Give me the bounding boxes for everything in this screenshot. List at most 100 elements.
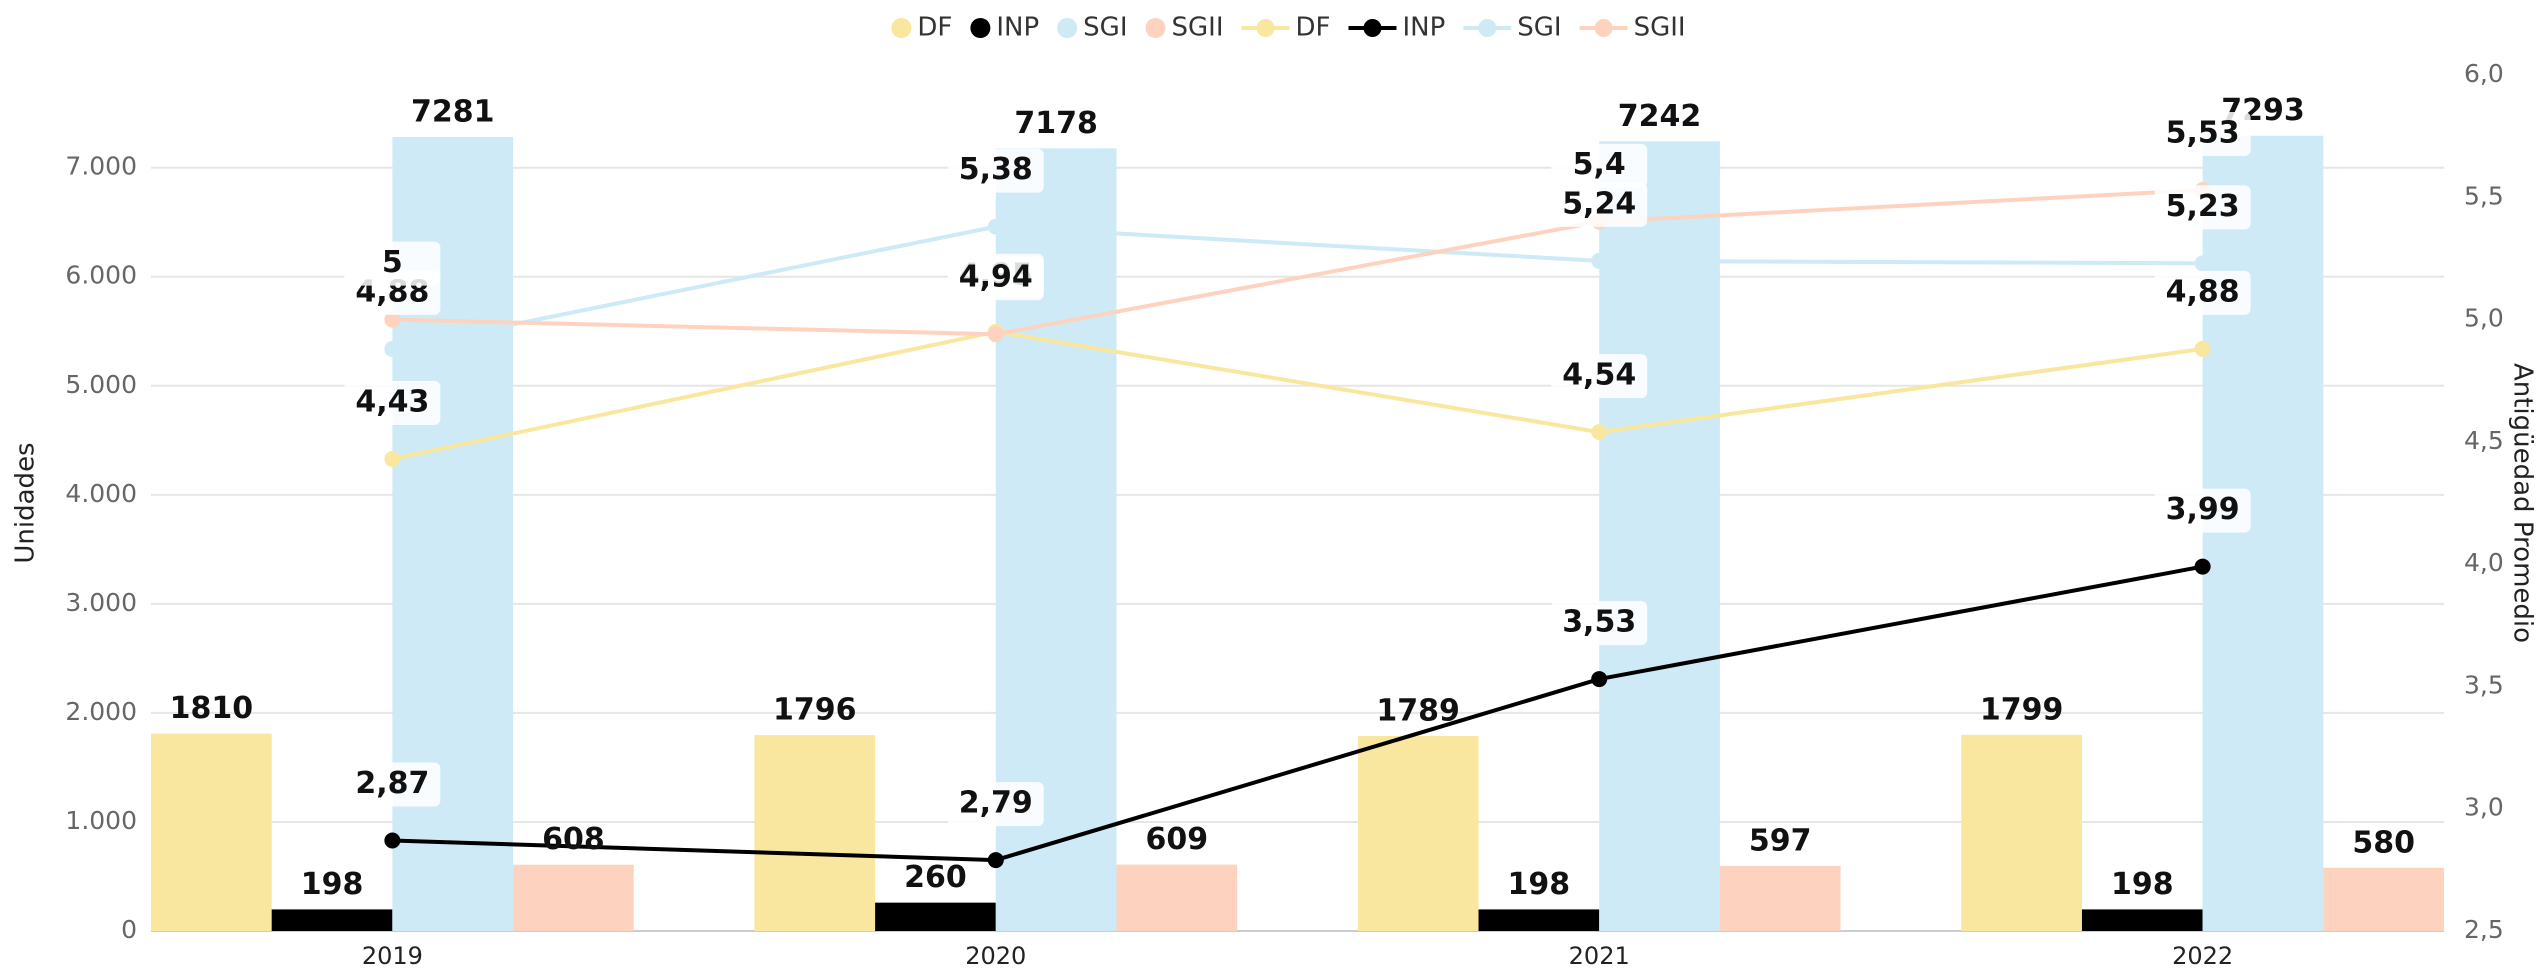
line-label-box (1551, 601, 1648, 646)
bar (1478, 909, 1600, 931)
bar (754, 735, 876, 931)
line-label-box (344, 762, 441, 807)
legend-marker (1256, 19, 1275, 37)
line-point (384, 340, 401, 357)
line-label-box (1551, 143, 1648, 188)
x-tick-label: 2019 (362, 942, 423, 968)
line-label: 2,87 (355, 766, 429, 801)
line-point (987, 326, 1004, 343)
bar (151, 733, 272, 931)
bar (513, 864, 634, 931)
legend-marker (1057, 18, 1078, 38)
y2-tick-label: 3,5 (2464, 670, 2504, 699)
legend-label: SGI (1517, 13, 1561, 43)
bar-label: 1796 (773, 693, 857, 728)
line-label: 5,38 (959, 152, 1033, 187)
legend-label: DF (917, 13, 952, 43)
line-label: 5,53 (2166, 115, 2240, 150)
y-tick-label: 3.000 (65, 588, 137, 617)
line-label-box (344, 380, 441, 425)
bar (1357, 735, 1479, 931)
line-label-box (1551, 182, 1648, 227)
line-label-box (2154, 185, 2251, 230)
line-point (1591, 671, 1608, 688)
line-label: 4,88 (2166, 274, 2240, 309)
y-tick-label: 0 (121, 915, 137, 944)
line-label: 5 (382, 245, 403, 280)
line-label: 4,94 (959, 260, 1033, 295)
legend-marker (1145, 18, 1166, 38)
bar-label: 260 (904, 860, 967, 895)
line-point (2194, 558, 2211, 575)
legend-label: INP (996, 13, 1039, 43)
line-label-box (947, 148, 1044, 193)
line-label-box (2154, 488, 2251, 533)
y2-axis-label: Antigüedad Promedio (2508, 363, 2538, 643)
line-label: 4,43 (355, 384, 429, 419)
bar-label: 580 (2352, 825, 2415, 860)
bars (151, 135, 2444, 932)
bar (875, 902, 996, 931)
bar (2323, 867, 2444, 931)
line-label-box (947, 256, 1044, 301)
bar-label: 198 (301, 867, 364, 902)
bar (1599, 141, 1720, 932)
line-point (2194, 255, 2211, 272)
line-label-box (1551, 354, 1648, 399)
legend-label: INP (1402, 13, 1445, 43)
legend-label: SGII (1172, 13, 1224, 43)
labels: 0 1.000 2.000 3.000 4.000 5.000 6.000 7.000 2,5 3… (65, 59, 2503, 968)
bar-label: 1789 (1376, 693, 1460, 728)
line-point (384, 450, 401, 467)
bar (1719, 865, 1841, 931)
line (391, 329, 2203, 461)
grid (151, 166, 2444, 932)
legend: DF INP SGI SGII DF INP SGI SGII (891, 13, 1686, 43)
legend-marker (1478, 19, 1497, 37)
line-label: 2,79 (959, 786, 1033, 821)
legend-label: SGII (1634, 13, 1686, 43)
line-point (384, 832, 401, 849)
x-tick-label: 2021 (1569, 942, 1630, 968)
line-point (384, 311, 401, 328)
line-label: 4,54 (1562, 358, 1636, 393)
legend-label: SGI (1083, 13, 1127, 43)
y2-tick-label: 5,0 (2464, 304, 2504, 333)
bar (1961, 734, 2082, 931)
lines (384, 181, 2211, 869)
y-tick-label: 5.000 (65, 370, 137, 399)
y2-tick-label: 6,0 (2464, 59, 2504, 88)
line-point (1591, 424, 1608, 441)
line-label: 3,99 (2166, 492, 2240, 527)
line-label: 5,23 (2166, 189, 2240, 224)
bar-label: 7178 (1014, 106, 1098, 141)
line-point (987, 852, 1004, 869)
bar (2202, 135, 2324, 931)
x-tick-label: 2022 (2172, 942, 2233, 968)
line-point (987, 218, 1004, 235)
bar-label: 609 (1146, 822, 1209, 857)
line-label: 3,53 (1562, 605, 1636, 640)
bar-label: 198 (2111, 867, 2174, 902)
line-point (2194, 340, 2211, 357)
line-label: 5,24 (1562, 186, 1636, 221)
line-label-box (2154, 270, 2251, 315)
bar (271, 909, 393, 931)
y-axis-label: Unidades (11, 442, 41, 563)
y2-tick-label: 3,0 (2464, 793, 2504, 822)
line-label-box (2154, 111, 2251, 156)
y2-tick-label: 5,5 (2464, 181, 2504, 210)
line (392, 187, 2203, 337)
legend-marker (970, 18, 991, 38)
legend-marker (891, 18, 912, 38)
y2-tick-label: 4,5 (2464, 426, 2504, 455)
line-label: 5,4 (1573, 147, 1626, 182)
bar-label: 597 (1749, 823, 1812, 858)
bar-label: 1810 (170, 691, 254, 726)
legend-label: DF (1296, 13, 1331, 43)
bar-label: 7281 (411, 95, 495, 130)
bar (2081, 909, 2203, 931)
line (391, 224, 2203, 351)
y-tick-label: 2.000 (65, 697, 137, 726)
